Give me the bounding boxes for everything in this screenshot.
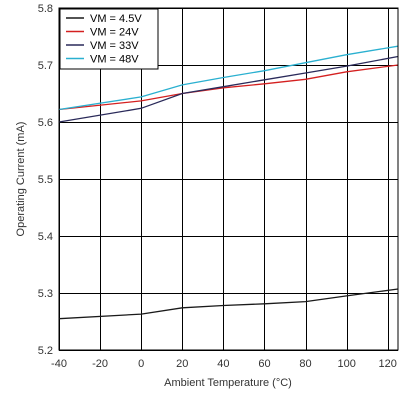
legend-label: VM = 33V: [90, 40, 139, 52]
legend-label: VM = 4.5V: [90, 13, 142, 25]
legend-label: VM = 48V: [90, 54, 139, 66]
y-axis-title: Operating Current (mA): [15, 122, 27, 237]
y-tick-label: 5.4: [38, 231, 53, 243]
x-tick-label: 0: [138, 358, 144, 370]
x-tick-label: -20: [92, 358, 108, 370]
x-tick-label: 60: [258, 358, 270, 370]
plot-frame: [58, 7, 399, 351]
x-tick-label: 100: [337, 358, 355, 370]
series-layer: [58, 45, 399, 320]
y-tick-label: 5.7: [38, 60, 53, 72]
x-axis-title: Ambient Temperature (°C): [164, 377, 292, 389]
x-tick-label: 20: [176, 358, 188, 370]
x-tick-label: -40: [51, 358, 67, 370]
x-tick-label: 80: [299, 358, 311, 370]
y-tick-label: 5.5: [38, 174, 53, 186]
y-tick-label: 5.8: [38, 3, 53, 15]
series-line-2: [58, 64, 399, 111]
x-tick-label: 40: [217, 358, 229, 370]
x-tick-label: 120: [379, 358, 397, 370]
y-tick-labels: 5.2 5.3 5.4 5.5 5.6 5.7 5.8: [38, 3, 53, 357]
series-line-4: [58, 45, 399, 111]
y-tick-label: 5.3: [38, 288, 53, 300]
legend-label: VM = 24V: [90, 27, 139, 39]
y-tick-label: 5.2: [38, 345, 53, 357]
series-line-3: [58, 55, 399, 123]
series-line-1: [58, 288, 399, 320]
y-tick-label: 5.6: [38, 117, 53, 129]
x-tick-labels: -40 -20 0 20 40 60 80 100 120: [51, 358, 397, 370]
